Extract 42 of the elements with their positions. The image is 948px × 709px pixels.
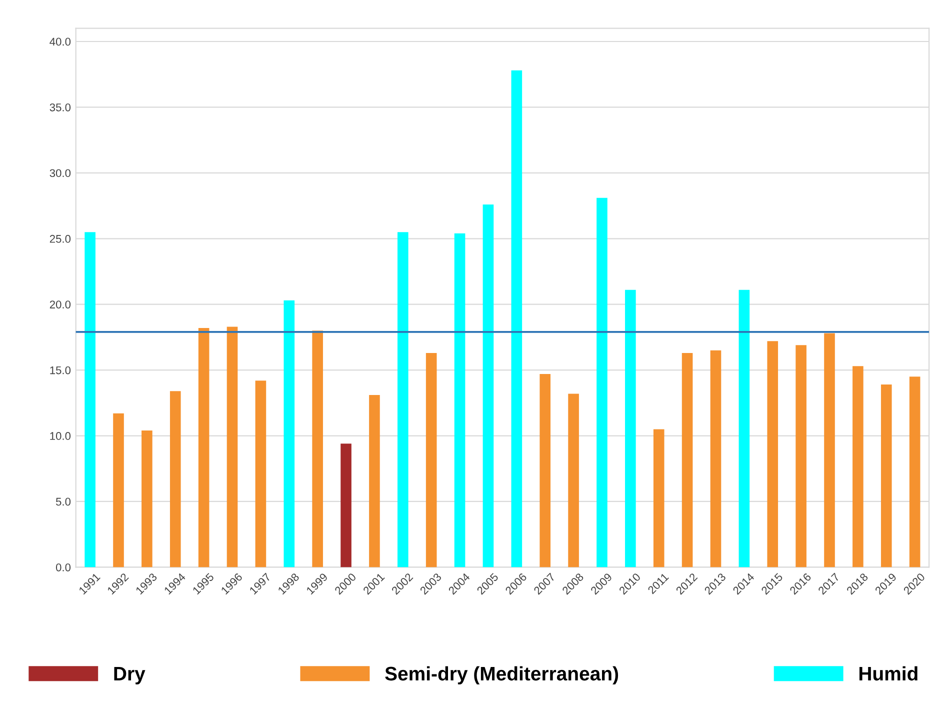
bar	[426, 352, 437, 568]
bar	[198, 328, 210, 568]
bar	[340, 444, 352, 568]
bar	[796, 345, 806, 568]
y-tick-label: 40.0	[50, 38, 71, 46]
bar	[511, 70, 522, 568]
bar	[142, 430, 152, 568]
bar	[767, 341, 778, 568]
y-tick-label: 10.0	[50, 432, 71, 440]
y-tick-label: 25.0	[50, 234, 71, 243]
bar	[682, 352, 693, 568]
legend-label: Semi-dry (Mediterranean)	[385, 666, 618, 684]
bar	[909, 376, 920, 568]
y-tick-label: 15.0	[50, 366, 71, 374]
bar	[369, 395, 380, 568]
bar	[454, 233, 466, 568]
bar	[625, 290, 636, 568]
y-tick-label: 35.0	[50, 103, 71, 112]
bar	[852, 366, 864, 568]
bar	[710, 350, 722, 568]
y-tick-label: 0.0	[56, 563, 71, 572]
bar	[824, 333, 835, 568]
bar	[226, 326, 238, 568]
bar	[738, 290, 750, 568]
bar	[113, 413, 124, 568]
bar	[284, 300, 295, 568]
y-tick-label: 20.0	[50, 300, 71, 308]
bar	[596, 198, 608, 568]
bar	[482, 204, 494, 568]
bar	[170, 391, 181, 568]
bar	[653, 429, 664, 568]
bar	[84, 232, 96, 568]
y-tick-label: 30.0	[50, 169, 71, 178]
bar	[880, 384, 892, 568]
legend-label: Dry	[114, 667, 146, 684]
bar	[540, 374, 551, 568]
y-tick-label: 5.0	[56, 498, 71, 506]
legend-label: Humid	[859, 666, 918, 681]
bar	[312, 330, 323, 568]
bar	[255, 380, 266, 568]
bar	[568, 394, 579, 568]
bar	[397, 232, 408, 568]
